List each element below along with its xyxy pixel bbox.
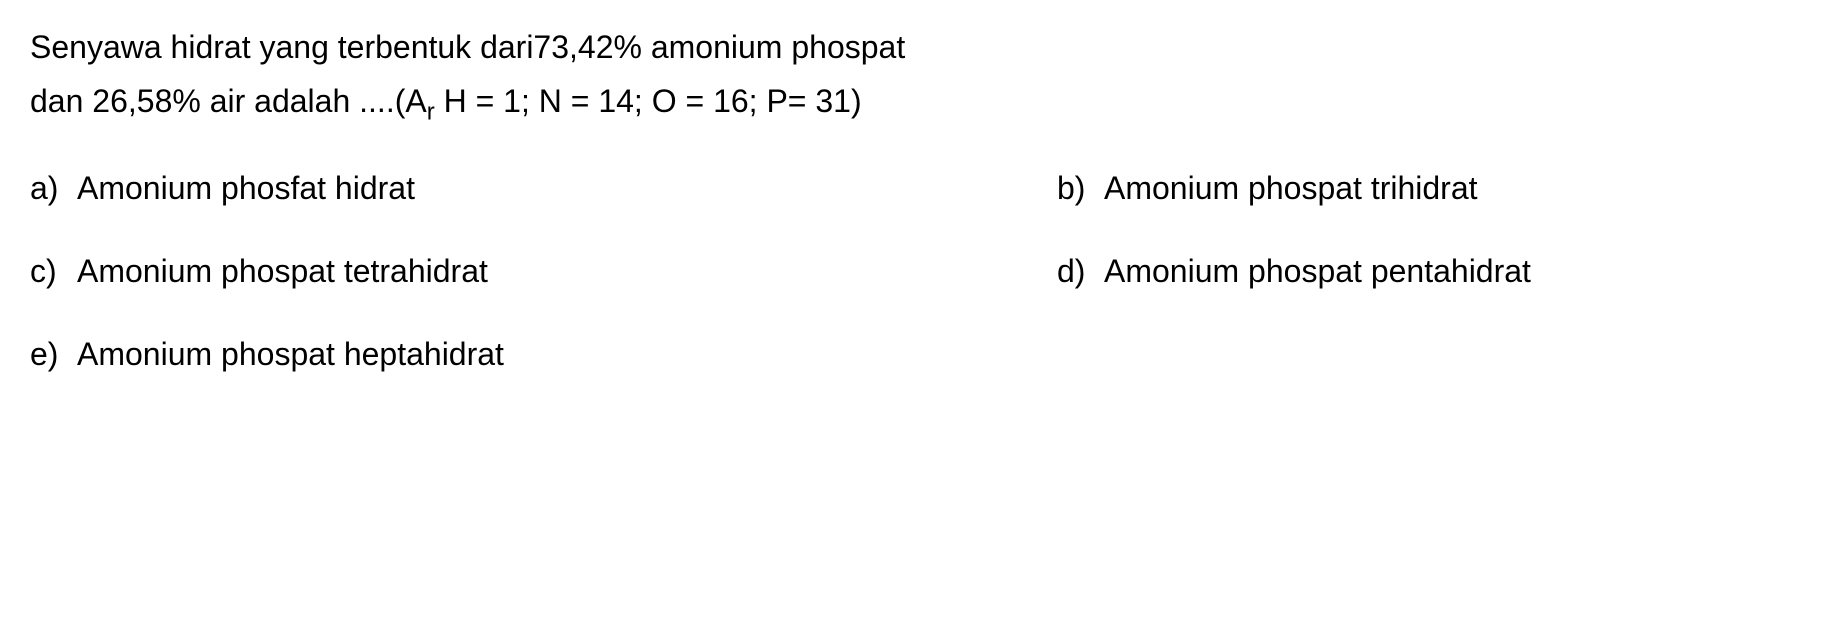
question-line-1: Senyawa hidrat yang terbentuk dari73,42%… [30,29,905,65]
question-line-2-suffix: H = 1; N = 14; O = 16; P= 31) [435,83,862,119]
option-b[interactable]: b) Amonium phospat trihidrat [967,164,1804,212]
option-d-letter: d) [1057,247,1092,295]
question-subscript: r [427,99,435,126]
option-a-letter: a) [30,164,65,212]
option-e-letter: e) [30,330,65,378]
option-b-letter: b) [1057,164,1092,212]
options-container: a) Amonium phosfat hidrat b) Amonium pho… [30,164,1804,378]
option-c-letter: c) [30,247,65,295]
question-text: Senyawa hidrat yang terbentuk dari73,42%… [30,20,1804,134]
option-e[interactable]: e) Amonium phospat heptahidrat [30,330,867,378]
option-c-text: Amonium phospat tetrahidrat [77,247,867,295]
option-c[interactable]: c) Amonium phospat tetrahidrat [30,247,867,295]
option-d[interactable]: d) Amonium phospat pentahidrat [967,247,1804,295]
option-a[interactable]: a) Amonium phosfat hidrat [30,164,867,212]
option-b-text: Amonium phospat trihidrat [1104,164,1804,212]
option-e-text: Amonium phospat heptahidrat [77,330,867,378]
question-line-2-prefix: dan 26,58% air adalah ....(A [30,83,427,119]
option-a-text: Amonium phosfat hidrat [77,164,867,212]
option-d-text: Amonium phospat pentahidrat [1104,247,1804,295]
